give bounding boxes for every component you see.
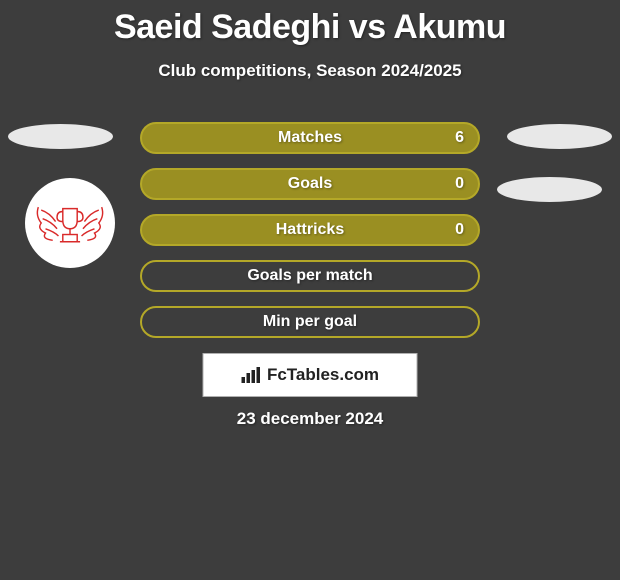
stat-label: Matches <box>278 129 342 147</box>
date-text: 23 december 2024 <box>0 409 620 429</box>
stat-row-min-per-goal: Min per goal <box>140 306 480 338</box>
stat-row-hattricks: Hattricks 0 <box>140 214 480 246</box>
page-title: Saeid Sadeghi vs Akumu <box>0 0 620 47</box>
stat-row-goals: Goals 0 <box>140 168 480 200</box>
stat-value: 0 <box>455 221 464 239</box>
page-subtitle: Club competitions, Season 2024/2025 <box>0 61 620 81</box>
stat-label: Goals per match <box>247 267 372 285</box>
stat-row-matches: Matches 6 <box>140 122 480 154</box>
decorative-ellipse-right-top <box>507 124 612 149</box>
stat-value: 0 <box>455 175 464 193</box>
stat-row-goals-per-match: Goals per match <box>140 260 480 292</box>
brand-logo: FcTables.com <box>241 365 379 385</box>
trophy-wings-icon <box>34 197 106 249</box>
stat-value: 6 <box>455 129 464 147</box>
decorative-ellipse-left <box>8 124 113 149</box>
stat-label: Goals <box>288 175 332 193</box>
bar-chart-icon <box>241 366 263 384</box>
brand-text: FcTables.com <box>267 365 379 385</box>
decorative-ellipse-right-mid <box>497 177 602 202</box>
stat-label: Min per goal <box>263 313 357 331</box>
brand-box: FcTables.com <box>203 353 418 397</box>
stats-rows: Matches 6 Goals 0 Hattricks 0 Goals per … <box>140 122 480 352</box>
club-badge <box>25 178 115 268</box>
stat-label: Hattricks <box>276 221 344 239</box>
